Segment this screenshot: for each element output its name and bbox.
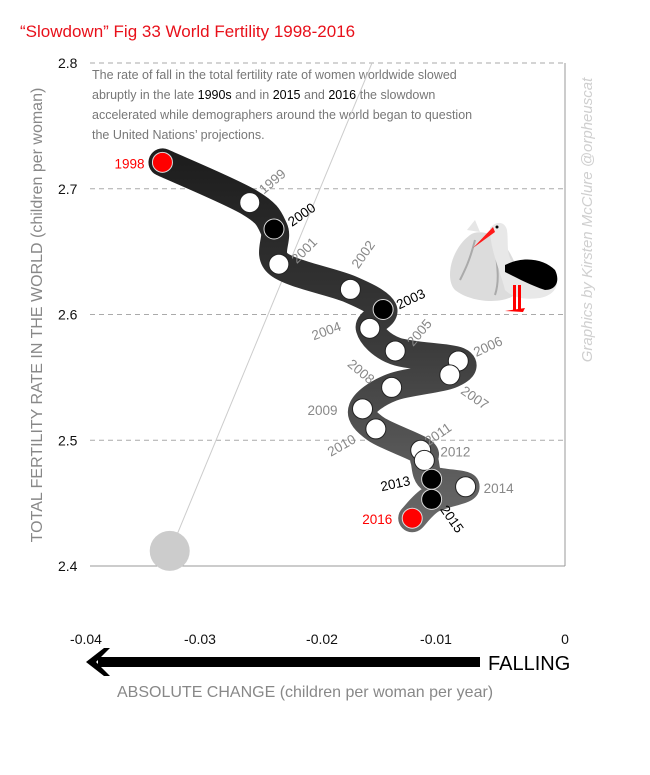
x-tick-label: -0.01: [420, 631, 452, 647]
stork-icon: [450, 220, 558, 312]
year-label-2016: 2016: [362, 512, 392, 527]
point-2010: [365, 418, 387, 440]
falling-label: FALLING: [488, 653, 570, 675]
x-tick-label: -0.02: [306, 631, 338, 647]
year-label-2015: 2015: [437, 502, 467, 535]
year-label-2014: 2014: [484, 481, 515, 496]
annotation-span: 1990s: [198, 88, 232, 102]
point-2004: [359, 317, 381, 339]
annotation-span: 2015: [273, 88, 301, 102]
y-tick-label: 2.7: [58, 181, 78, 197]
annotation-span: the slowdown: [356, 88, 435, 102]
point-2008: [381, 376, 403, 398]
year-label-2009: 2009: [308, 403, 338, 418]
point-2013: [421, 468, 443, 490]
year-label-2007: 2007: [458, 383, 491, 413]
y-tick-label: 2.6: [58, 307, 78, 323]
annotation-span: The rate of fall in the total fertility …: [92, 68, 457, 82]
annotation-text: The rate of fall in the total fertility …: [92, 68, 472, 142]
point-2001: [268, 253, 290, 275]
x-tick-label: 0: [561, 631, 569, 647]
point-2007: [439, 364, 461, 386]
y-tick-label: 2.8: [58, 55, 78, 71]
y-tick-label: 2.5: [58, 432, 78, 448]
year-label-2010: 2010: [325, 432, 359, 460]
point-2002: [339, 278, 361, 300]
year-label-2004: 2004: [310, 319, 344, 344]
point-2014: [455, 476, 477, 498]
point-2003: [372, 298, 394, 320]
x-tick-labels: -0.04 -0.03 -0.02 -0.01 0: [70, 631, 569, 647]
point-2005: [384, 340, 406, 362]
annotation-span: and: [301, 88, 329, 102]
chart-title: “Slowdown” Fig 33 World Fertility 1998-2…: [20, 22, 355, 41]
year-label-2003: 2003: [394, 286, 428, 312]
y-tick-label: 2.4: [58, 558, 78, 574]
year-label-1998: 1998: [114, 156, 144, 171]
annotation-span: abruptly in the late: [92, 88, 198, 102]
year-label-2013: 2013: [379, 473, 412, 494]
annotation-span: and in: [232, 88, 273, 102]
point-1998: [151, 151, 173, 173]
annotation-span: accelerated while demographers around th…: [92, 108, 472, 122]
falling-arrow: [86, 648, 480, 676]
point-2000: [263, 218, 285, 240]
y-tick-labels: 2.8 2.7 2.6 2.5 2.4: [58, 55, 78, 574]
data-points: [151, 151, 477, 529]
x-tick-label: -0.04: [70, 631, 102, 647]
point-2015: [421, 488, 443, 510]
x-axis-label: ABSOLUTE CHANGE (children per woman per …: [117, 684, 493, 701]
point-1999: [239, 192, 261, 214]
x-tick-label: -0.03: [184, 631, 216, 647]
reference-point: [149, 530, 190, 571]
y-axis-label: TOTAL FERTILITY RATE IN THE WORLD (child…: [29, 88, 46, 543]
year-label-1999: 1999: [256, 166, 289, 197]
annotation-span: the United Nations’ projections.: [92, 128, 265, 142]
year-label-2006: 2006: [471, 333, 505, 359]
reference-line: [177, 62, 373, 534]
year-label-2012: 2012: [440, 444, 470, 459]
credit-text: Graphics by Kirsten McClure @orpheuscat: [579, 77, 596, 362]
point-2016: [401, 507, 423, 529]
year-label-2002: 2002: [349, 238, 379, 271]
annotation-span: 2016: [328, 88, 356, 102]
point-2012: [413, 449, 435, 471]
point-2009: [352, 398, 374, 420]
